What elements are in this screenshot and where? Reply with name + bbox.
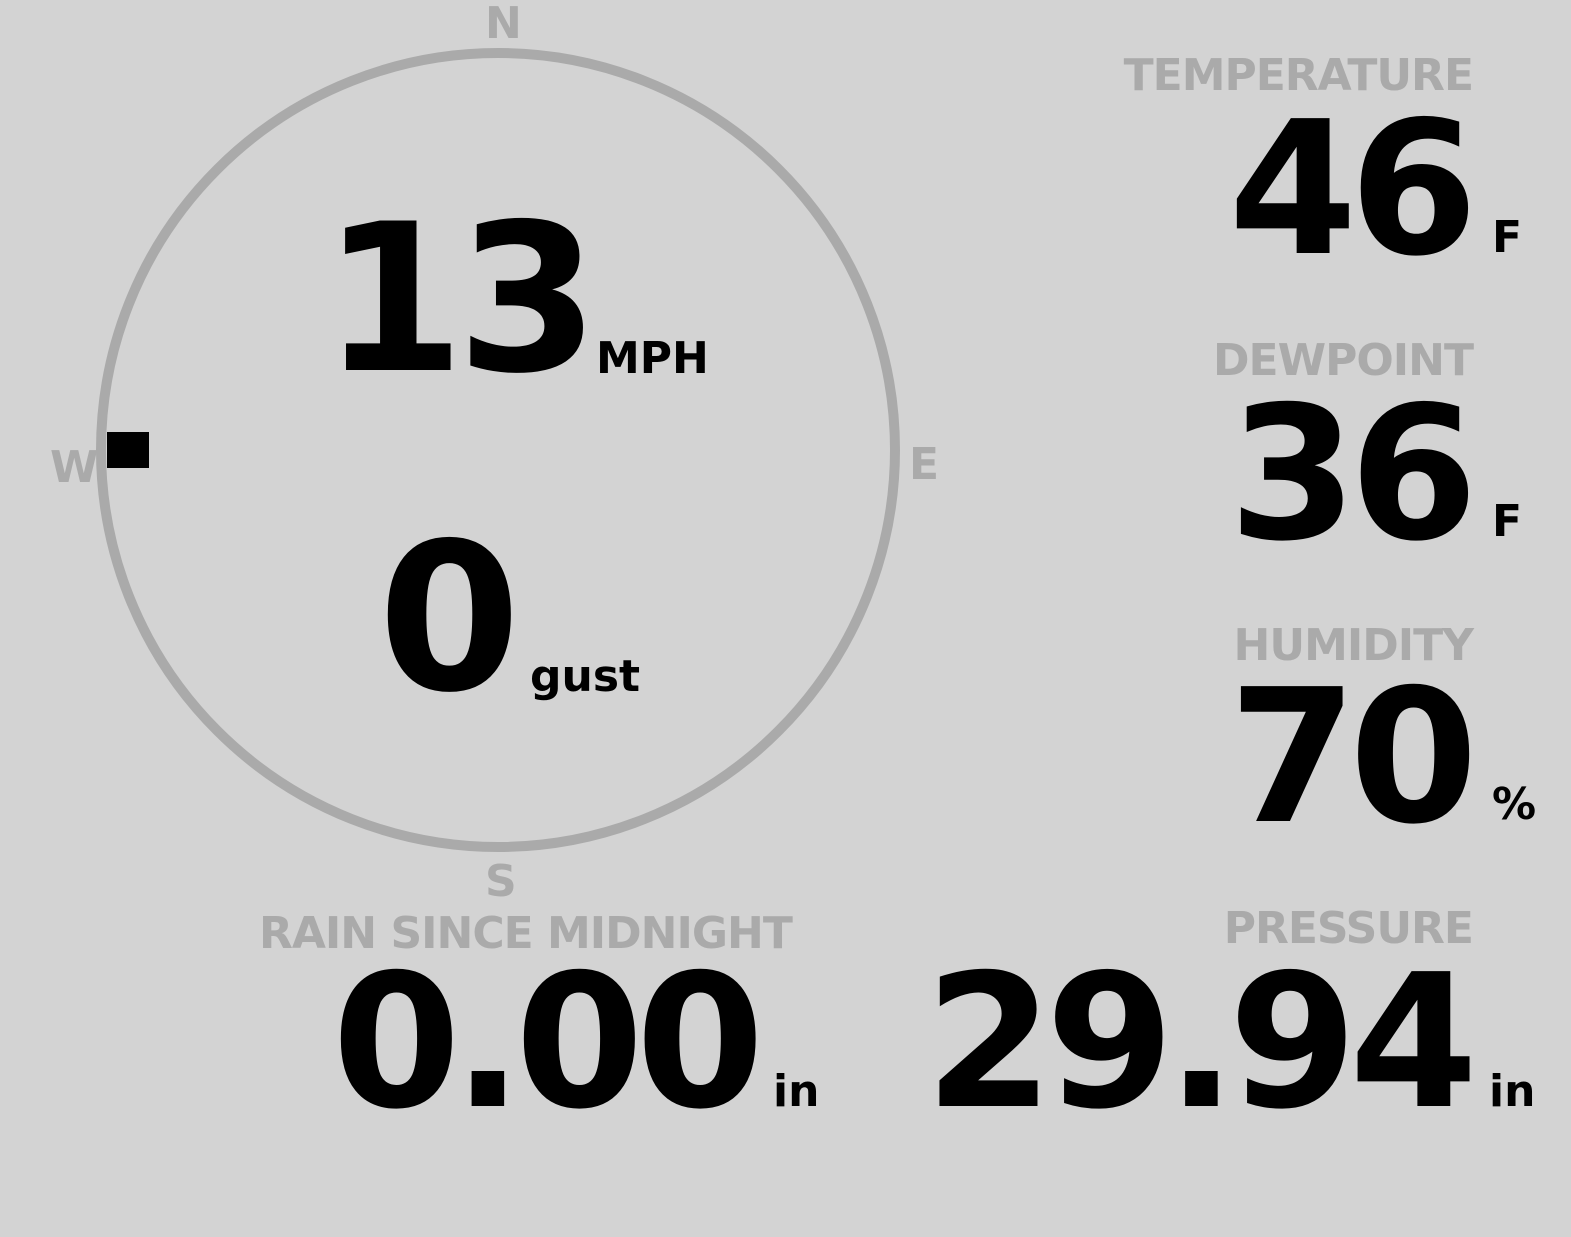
temperature-value: 46 bbox=[1228, 81, 1478, 297]
dewpoint-unit: F bbox=[1492, 496, 1523, 547]
rain-unit: in bbox=[773, 1066, 820, 1117]
humidity-label: HUMIDITY bbox=[1233, 620, 1474, 671]
wind-speed-value: 13 bbox=[322, 181, 599, 419]
wind-speed-unit: MPH bbox=[596, 333, 709, 384]
compass-north: N bbox=[485, 0, 522, 49]
rain-label: RAIN SINCE MIDNIGHT bbox=[259, 908, 793, 959]
wind-gust-value: 0 bbox=[378, 500, 521, 738]
dewpoint-label: DEWPOINT bbox=[1213, 335, 1474, 386]
wind-direction-marker bbox=[107, 432, 149, 468]
compass-ring bbox=[96, 48, 900, 852]
temperature-unit: F bbox=[1492, 212, 1523, 263]
humidity-unit: % bbox=[1492, 779, 1537, 830]
pressure-unit: in bbox=[1489, 1066, 1536, 1117]
dewpoint-value: 36 bbox=[1228, 366, 1478, 582]
compass-west: W bbox=[50, 442, 99, 493]
wind-gust-unit: gust bbox=[530, 651, 641, 702]
pressure-value: 29.94 bbox=[924, 934, 1478, 1150]
temperature-label: TEMPERATURE bbox=[1123, 50, 1474, 101]
rain-value: 0.00 bbox=[332, 934, 764, 1150]
humidity-value: 70 bbox=[1228, 649, 1478, 865]
compass-south: S bbox=[485, 856, 517, 907]
pressure-label: PRESSURE bbox=[1223, 903, 1474, 954]
compass-east: E bbox=[909, 439, 940, 490]
